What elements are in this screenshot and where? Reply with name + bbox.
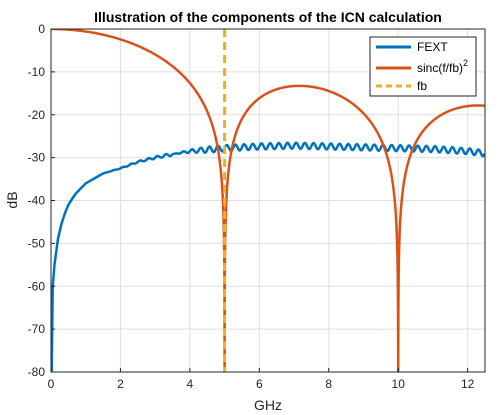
y-tick-label: 0 [38,22,45,36]
x-axis-title: GHz [254,397,282,413]
ticks: 0 2 4 6 8 10 12 0 -10 -20 -30 -40 -50 -60 -70 -80 [28,22,475,391]
legend: FEXT sinc(f/fb)2 fb [369,36,477,97]
y-tick-label: -70 [28,322,46,336]
x-tick-label: 0 [48,377,55,391]
y-axis-title: dB [4,191,20,208]
legend-label-fext: FEXT [417,40,448,54]
plot-area [51,29,485,372]
x-tick-label: 8 [325,377,332,391]
y-tick-label: -40 [28,194,46,208]
x-tick-label: 6 [256,377,263,391]
y-tick-label: -10 [28,65,46,79]
x-tick-label: 12 [461,377,475,391]
y-tick-label: -50 [28,236,46,250]
sinc-line [51,29,485,372]
legend-label-sinc: sinc(f/fb)2 [417,58,468,75]
chart-title: Illustration of the components of the IC… [94,9,442,25]
y-tick-label: -30 [28,151,46,165]
y-tick-label: -60 [28,279,46,293]
x-tick-label: 4 [187,377,194,391]
x-tick-label: 2 [117,377,124,391]
fext-line [51,141,485,372]
legend-label-fb: fb [417,79,427,93]
y-tick-label: -80 [28,365,46,379]
y-tick-label: -20 [28,108,46,122]
x-tick-label: 10 [392,377,406,391]
